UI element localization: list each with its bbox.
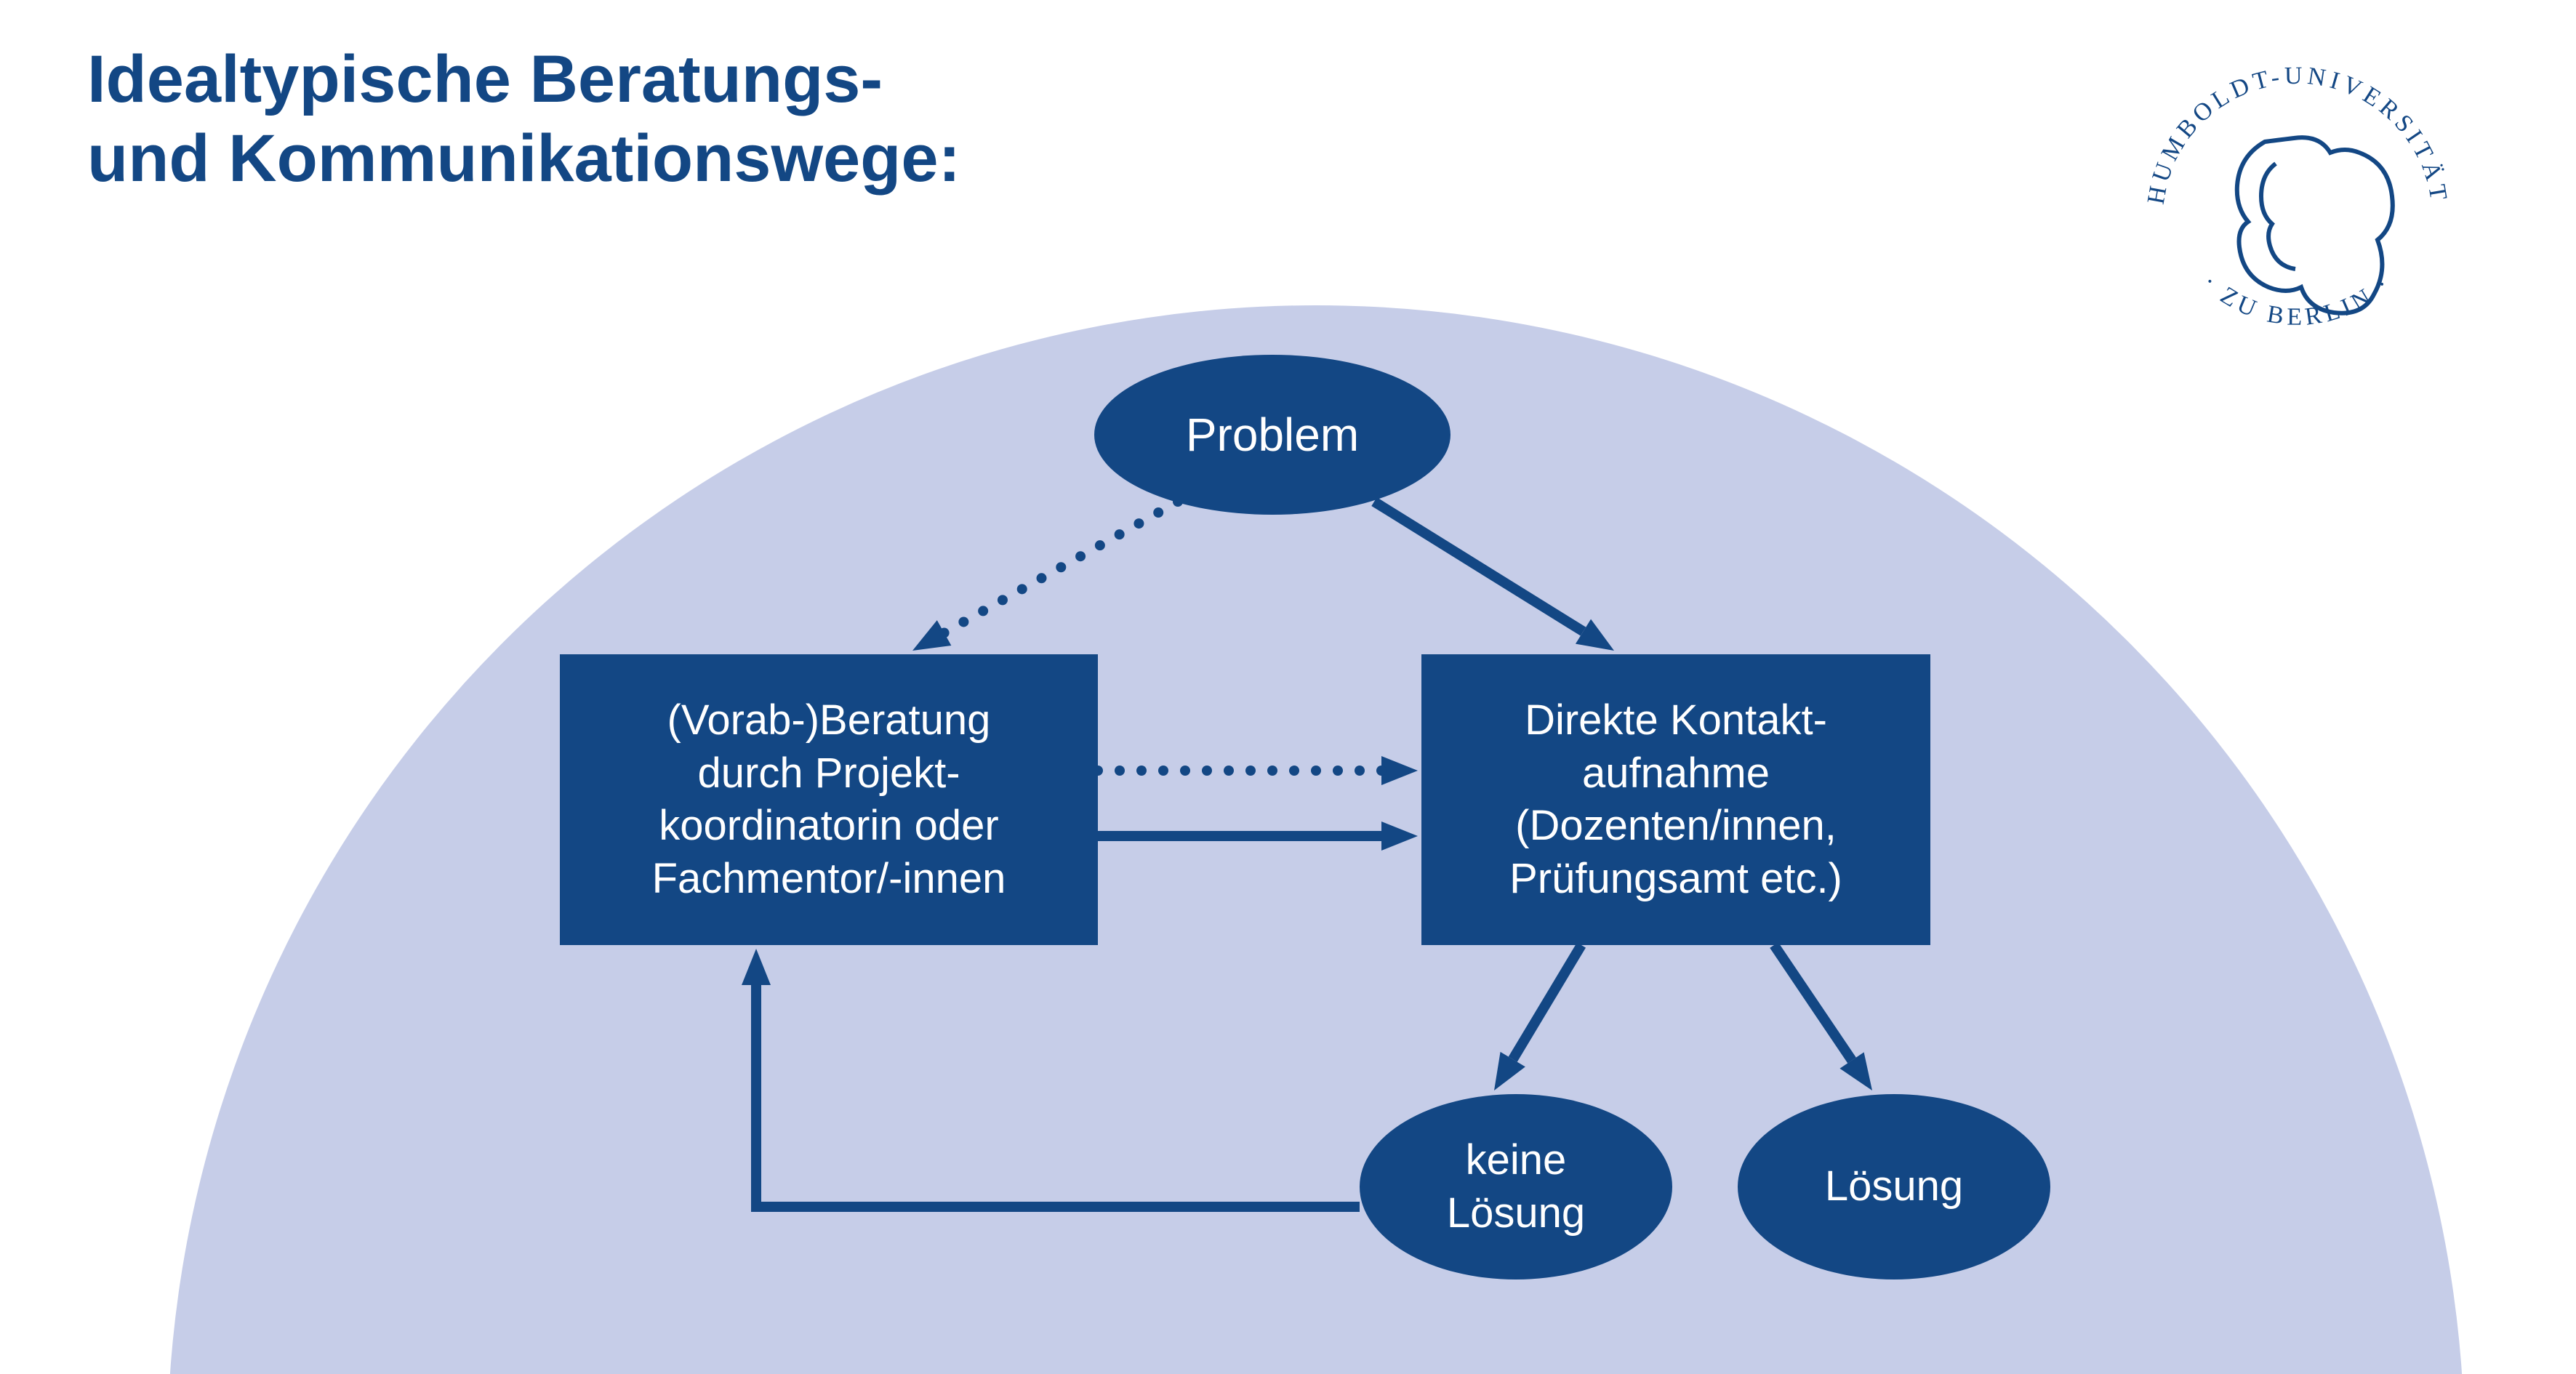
svg-text:· ZU BERLIN ·: · ZU BERLIN · — [2197, 269, 2398, 331]
node-loesung: Lösung — [1738, 1094, 2050, 1279]
diagram-stage: Idealtypische Beratungs- und Kommunikati… — [0, 0, 2576, 1374]
node-kontakt: Direkte Kontakt- aufnahme (Dozenten/inne… — [1421, 654, 1930, 945]
node-keine-loesung: keine Lösung — [1360, 1094, 1672, 1279]
node-problem: Problem — [1094, 355, 1450, 515]
node-beratung: (Vorab-)Beratung durch Projekt- koordina… — [560, 654, 1098, 945]
university-logo: HUMBOLDT-UNIVERSITÄT · ZU BERLIN · — [2123, 44, 2472, 393]
svg-text:HUMBOLDT-UNIVERSITÄT: HUMBOLDT-UNIVERSITÄT — [2143, 63, 2453, 206]
page-title: Idealtypische Beratungs- und Kommunikati… — [87, 40, 960, 198]
